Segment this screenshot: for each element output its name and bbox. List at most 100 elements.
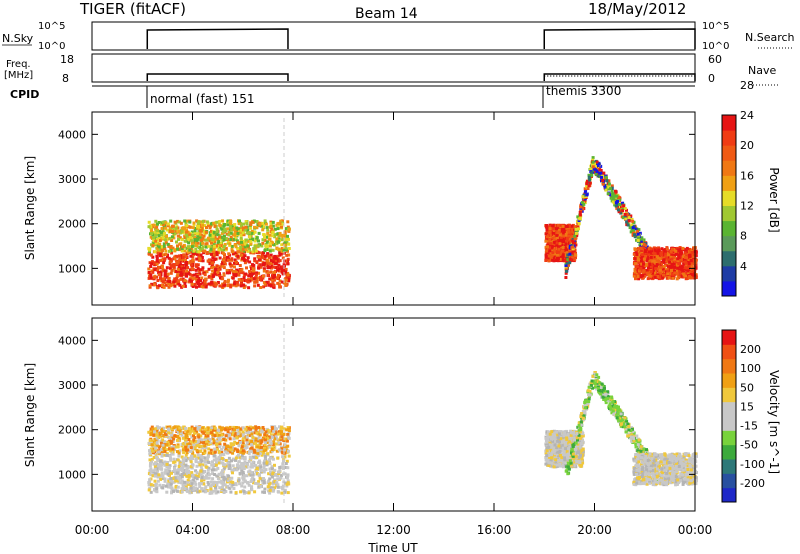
scatter-pixel	[269, 433, 273, 437]
scatter-pixel	[177, 237, 180, 241]
scatter-pixel	[254, 249, 258, 253]
scatter-pixel	[171, 230, 175, 233]
scatter-pixel	[251, 267, 255, 271]
scatter-pixel	[666, 272, 670, 276]
scatter-pixel	[692, 273, 696, 277]
scatter-pixel	[174, 472, 178, 475]
freq-right-tick-bottom: 0	[708, 72, 715, 85]
scatter-pixel	[591, 160, 595, 164]
scatter-pixel	[262, 469, 266, 473]
scatter-pixel	[198, 463, 202, 467]
scatter-pixel	[631, 228, 635, 232]
scatter-pixel	[194, 263, 198, 267]
scatter-pixel	[266, 452, 270, 456]
scatter-pixel	[274, 259, 278, 263]
scatter-pixel	[166, 482, 170, 486]
scatter-pixel	[241, 481, 245, 485]
scatter-pixel	[207, 447, 211, 451]
scatter-pixel	[160, 471, 164, 475]
scatter-pixel	[199, 253, 203, 257]
scatter-pixel	[214, 463, 218, 467]
scatter-pixel	[185, 228, 188, 232]
scatter-pixel	[203, 273, 207, 277]
scatter-pixel	[675, 277, 679, 281]
scatter-pixel	[286, 491, 290, 495]
scatter-pixel	[266, 263, 270, 267]
scatter-pixel	[191, 451, 195, 455]
scatter-pixel	[275, 449, 279, 453]
colorbar-tick-label: 28	[740, 79, 754, 92]
scatter-pixel	[209, 283, 213, 287]
scatter-pixel	[163, 477, 167, 481]
scatter-pixel	[156, 222, 159, 226]
scatter-pixel	[550, 254, 554, 258]
scatter-pixel	[548, 233, 552, 237]
scatter-pixel	[156, 232, 160, 236]
scatter-pixel	[686, 266, 690, 270]
scatter-pixel	[195, 448, 199, 452]
scatter-pixel	[550, 246, 554, 250]
scatter-pixel	[251, 220, 255, 224]
scatter-pixel	[253, 230, 257, 234]
scatter-pixel	[203, 230, 207, 234]
scatter-pixel	[157, 221, 161, 224]
scatter-pixel	[545, 249, 549, 253]
scatter-pixel	[573, 237, 577, 241]
scatter-pixel	[568, 257, 572, 261]
scatter-pixel	[648, 261, 652, 264]
scatter-pixel	[578, 213, 582, 217]
scatter-pixel	[235, 281, 239, 285]
scatter-pixel	[212, 243, 216, 247]
scatter-pixel	[175, 275, 179, 279]
scatter-pixel	[262, 269, 266, 273]
scatter-pixel	[199, 473, 203, 477]
scatter-pixel	[190, 267, 194, 270]
scatter-pixel	[152, 276, 156, 280]
scatter-pixel	[166, 272, 170, 276]
scatter-pixel	[147, 267, 151, 271]
scatter-pixel	[228, 486, 232, 490]
scatter-pixel	[564, 242, 568, 246]
scatter-pixel	[245, 481, 249, 485]
scatter-pixel	[618, 203, 622, 206]
scatter-pixel	[625, 220, 629, 224]
scatter-pixel	[553, 252, 557, 256]
scatter-pixel	[201, 266, 205, 270]
scatter-pixel	[567, 263, 570, 267]
scatter-pixel	[556, 223, 560, 227]
scatter-pixel	[201, 241, 205, 245]
scatter-pixel	[277, 267, 281, 271]
scatter-pixel	[281, 219, 284, 223]
scatter-pixel	[562, 230, 566, 233]
scatter-pixel	[565, 225, 569, 229]
scatter-pixel	[231, 276, 235, 280]
scatter-pixel	[173, 284, 177, 288]
scatter-pixel	[274, 431, 278, 435]
scatter-pixel	[154, 461, 158, 465]
scatter-pixel	[178, 283, 182, 287]
scatter-pixel	[255, 271, 259, 275]
scatter-pixel	[171, 246, 175, 250]
scatter-pixel	[649, 265, 653, 269]
scatter-pixel	[174, 270, 178, 273]
scatter-pixel	[278, 279, 282, 283]
scatter-pixel	[666, 253, 670, 257]
scatter-pixel	[150, 282, 154, 286]
scatter-pixel	[192, 273, 196, 277]
scatter-pixel	[155, 229, 159, 233]
scatter-pixel	[148, 458, 152, 462]
scatter-pixel	[694, 254, 698, 258]
scatter-pixel	[212, 221, 216, 225]
scatter-pixel	[231, 269, 235, 273]
scatter-pixel	[278, 253, 282, 257]
scatter-pixel	[277, 263, 281, 267]
scatter-pixel	[282, 268, 285, 272]
scatter-pixel	[646, 271, 650, 275]
scatter-pixel	[682, 273, 686, 277]
scatter-pixel	[195, 244, 198, 248]
scatter-pixel	[188, 248, 192, 252]
scatter-pixel	[269, 259, 273, 262]
scatter-pixel	[174, 479, 178, 483]
scatter-pixel	[169, 482, 173, 486]
scatter-pixel	[239, 245, 243, 249]
